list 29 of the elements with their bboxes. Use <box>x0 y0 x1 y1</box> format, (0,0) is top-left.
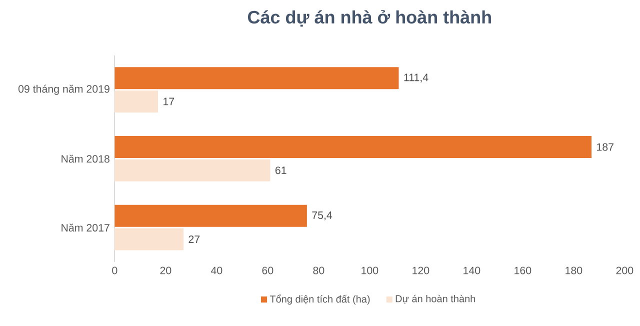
bar <box>114 228 184 250</box>
x-tick-label: 140 <box>464 266 480 274</box>
y-tick-label: 09 tháng năm 2019 <box>18 84 110 95</box>
bar <box>114 67 399 90</box>
bar <box>114 136 592 158</box>
x-tick-label: 180 <box>566 266 582 274</box>
legend-label: Dự án hoàn thành <box>396 294 476 304</box>
y-tick-label: Năm 2017 <box>62 224 110 232</box>
x-tick-label: 200 <box>616 266 634 274</box>
x-tick-label: 40 <box>210 266 222 274</box>
y-tick-label: Năm 2018 <box>62 154 110 163</box>
bar <box>114 204 307 227</box>
x-tick-label: 60 <box>262 266 274 274</box>
bar <box>114 159 270 182</box>
data-label: 75,4 <box>312 212 332 220</box>
x-tick-label: 100 <box>362 266 378 274</box>
x-tick-label: 120 <box>412 266 430 274</box>
data-label: 187 <box>597 143 614 151</box>
data-label: 111,4 <box>404 74 428 82</box>
legend-label: Tổng diện tích đất (ha) <box>270 294 370 305</box>
data-label: 61 <box>275 166 286 174</box>
x-tick-label: 20 <box>160 266 172 274</box>
x-tick-label: 0 <box>112 266 118 274</box>
chart-title: Các dự án nhà ở hoàn thành <box>248 10 491 27</box>
bar <box>114 90 158 112</box>
data-label: 17 <box>164 98 174 106</box>
data-label: 27 <box>188 236 200 243</box>
x-tick-label: 160 <box>514 266 532 274</box>
x-tick-label: 80 <box>313 266 324 274</box>
